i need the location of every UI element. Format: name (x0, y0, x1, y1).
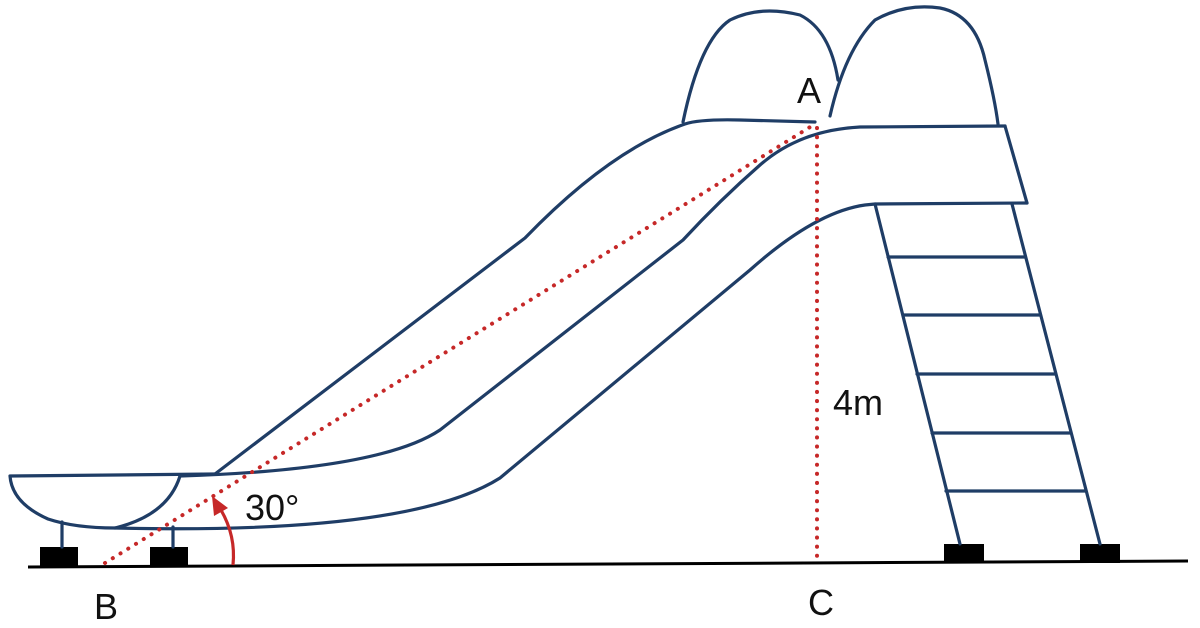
slide-foot-left (40, 547, 78, 566)
point-b-label: B (94, 586, 118, 627)
ground-line (27, 559, 1189, 569)
angle-label: 30° (245, 487, 299, 528)
height-label: 4m (833, 382, 883, 423)
ladder-rungs (886, 255, 1087, 493)
point-a-label: A (797, 70, 821, 111)
ladder-foot-right (1080, 544, 1120, 563)
slide-outer-rail (213, 118, 817, 476)
ladder-foot-left (944, 544, 984, 563)
angle-arc (219, 509, 236, 566)
slide-bed (178, 124, 1007, 478)
angle-arrowhead (212, 496, 228, 516)
hypotenuse-ab (103, 122, 817, 565)
slide-side-panel (113, 201, 1029, 531)
platform-end (1003, 124, 1029, 205)
slide-foot-right (150, 547, 188, 566)
point-c-label: C (808, 582, 834, 623)
slide-exit-tray (8, 472, 217, 530)
guard-hump-right (828, 5, 1000, 126)
guard-hump-left (681, 9, 840, 124)
